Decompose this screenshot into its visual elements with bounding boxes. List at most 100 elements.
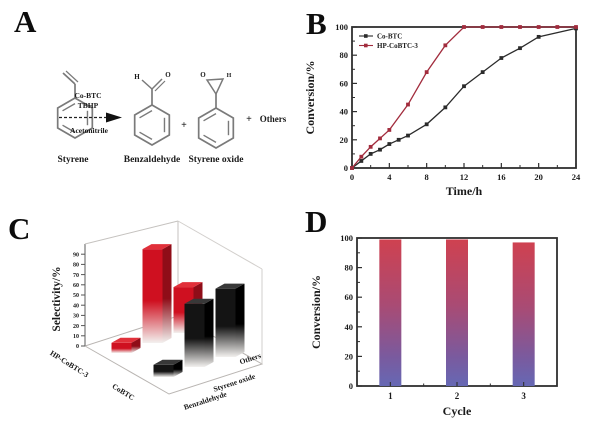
data-point-marker: [378, 147, 382, 152]
bar-side-face-CoBTC: [173, 359, 183, 377]
data-point-marker: [499, 56, 504, 60]
styrene-oxide-benzene-ring: [197, 107, 235, 149]
cycle-bar-2: [446, 239, 468, 386]
styrene-oxide-double-bond: [203, 112, 217, 122]
styrene-vinyl-double-bond: [62, 72, 76, 85]
legend-label: Co-BTC: [377, 33, 402, 41]
data-point-marker: [424, 70, 429, 75]
legend-marker: [364, 34, 368, 38]
z-tick-label: 20: [73, 324, 79, 330]
data-point-marker: [368, 152, 373, 156]
bar-top-face-HP-CoBTC-3: [111, 337, 141, 343]
z-tick-label: 80: [73, 263, 79, 269]
data-point-marker: [462, 25, 466, 29]
epoxide-o-atom: O: [200, 71, 206, 79]
panel-d-letter: D: [305, 204, 328, 239]
z-tick-label: 40: [73, 303, 79, 309]
y-tick-label: 0: [349, 381, 353, 391]
panel-d-recycle-bar-chart: 0 20 40 60 80 100 1 2 3 Cycle Conversion/%: [300, 211, 600, 422]
data-point-marker: [368, 144, 373, 149]
data-point-marker: [443, 105, 448, 110]
reaction-arrow-head: [106, 112, 122, 123]
bar-top-face-CoBTC: [215, 283, 245, 289]
cycle-bar-1: [379, 239, 402, 386]
data-point-marker: [406, 102, 410, 107]
data-point-marker: [518, 46, 522, 51]
x-axis-label: Time/h: [446, 184, 483, 198]
x-tick-label: 2: [455, 391, 460, 401]
y-tick-label: 20: [340, 135, 349, 145]
x-tick-label: 0: [350, 172, 354, 182]
bar-chart: 0 20 40 60 80 100 1 2 3 Cycle Conversion/%: [309, 233, 558, 418]
panel-c-letter: C: [8, 211, 31, 246]
panel-c-selectivity-3d-bar-chart: 0 10 20 30 40 50 60 70 80 90 Selectivity/% HP-CoBTC…: [0, 211, 300, 422]
x-tick-label: 12: [460, 172, 469, 182]
bar-side-face-HP-CoBTC-3: [162, 244, 172, 343]
y-tick-label: 80: [340, 50, 349, 60]
x-tick-label: 24: [572, 172, 581, 182]
z-tick-label: 90: [73, 252, 79, 258]
data-point-marker: [387, 128, 392, 132]
styrene-oxide-double-bond: [203, 134, 217, 144]
data-point-marker: [555, 25, 560, 29]
x-tick-label: 8: [425, 172, 429, 182]
benzaldehyde-ch-bond: [141, 79, 153, 90]
others-label: Others: [260, 114, 287, 124]
product-axis-label: Benzaldehyde: [183, 389, 229, 412]
x-axis-label: Cycle: [443, 404, 472, 418]
x-tick-label: 4: [387, 172, 392, 182]
data-point-marker: [359, 159, 364, 163]
panel-a-letter: A: [14, 4, 37, 39]
y-tick-label: 40: [345, 322, 354, 332]
bar-top-face-CoBTC: [184, 298, 214, 304]
panel-a-reaction-scheme: Styrene Co-BTC TBHP Acetonitrile H O Benzaldeh…: [0, 0, 300, 211]
bar-front-face-CoBTC: [153, 364, 174, 377]
legend-label: HP-CoBTC-3: [377, 42, 418, 50]
benzaldehyde-h-atom: H: [134, 73, 140, 81]
data-point-marker: [499, 25, 504, 29]
condition-solvent: Acetonitrile: [70, 126, 109, 135]
bar-front-face-HP-CoBTC-3: [142, 249, 163, 343]
data-point-marker: [378, 136, 382, 141]
data-point-marker: [480, 25, 485, 29]
y-axis-label: Conversion/%: [303, 60, 317, 134]
z-tick-label: 70: [73, 273, 79, 279]
bar-side-face-HP-CoBTC-3: [131, 337, 141, 353]
condition-catalyst: Co-BTC: [74, 91, 101, 100]
y-tick-label: 100: [340, 233, 353, 243]
data-point-marker: [387, 142, 392, 146]
data-point-marker: [574, 25, 578, 29]
plus-sign: +: [246, 114, 252, 125]
data-point-marker: [424, 122, 429, 127]
x-tick-label: 3: [521, 391, 526, 401]
catalyst-axis-label: CoBTC: [111, 382, 137, 403]
y-tick-label: 100: [335, 22, 348, 32]
x-tick-label: 1: [388, 391, 393, 401]
styrene-benzene-ring: [56, 97, 94, 139]
epoxide-ring: [205, 78, 225, 96]
legend-marker: [364, 43, 368, 48]
panel-b-conversion-line-chart: 0 4 8 12 16 20 24 0 20 40 60 80 100 Time/h Conversion/…: [300, 0, 600, 211]
styrene-vinyl-double-bond: [65, 70, 79, 83]
bar-front-face-CoBTC: [184, 303, 205, 367]
epoxide-h-atom: H: [227, 73, 232, 79]
cycle-bar-3: [512, 242, 535, 386]
benzaldehyde-co-bond: [151, 78, 163, 90]
styrene-label: Styrene: [58, 155, 89, 165]
y-tick-label: 40: [340, 107, 349, 117]
line-chart: 0 4 8 12 16 20 24 0 20 40 60 80 100 Time/h Conversion/…: [303, 22, 581, 198]
bar-top-face-HP-CoBTC-3: [142, 244, 172, 250]
benzaldehyde-o-atom: O: [165, 71, 171, 79]
bar-top-face-CoBTC: [153, 359, 183, 365]
data-point-marker: [443, 43, 448, 48]
plus-sign: +: [181, 120, 187, 131]
z-tick-label: 60: [73, 283, 79, 289]
benzaldehyde-co-double-bond: [154, 80, 166, 92]
x-tick-label: 16: [497, 172, 506, 182]
y-tick-label: 0: [344, 163, 348, 173]
data-point-marker: [480, 70, 485, 75]
x-tick-label: 20: [534, 172, 543, 182]
bar3d-chart: 0 10 20 30 40 50 60 70 80 90 Selectivity/% HP-CoBTC…: [48, 220, 264, 412]
condition-oxidant: TBHP: [78, 101, 99, 110]
